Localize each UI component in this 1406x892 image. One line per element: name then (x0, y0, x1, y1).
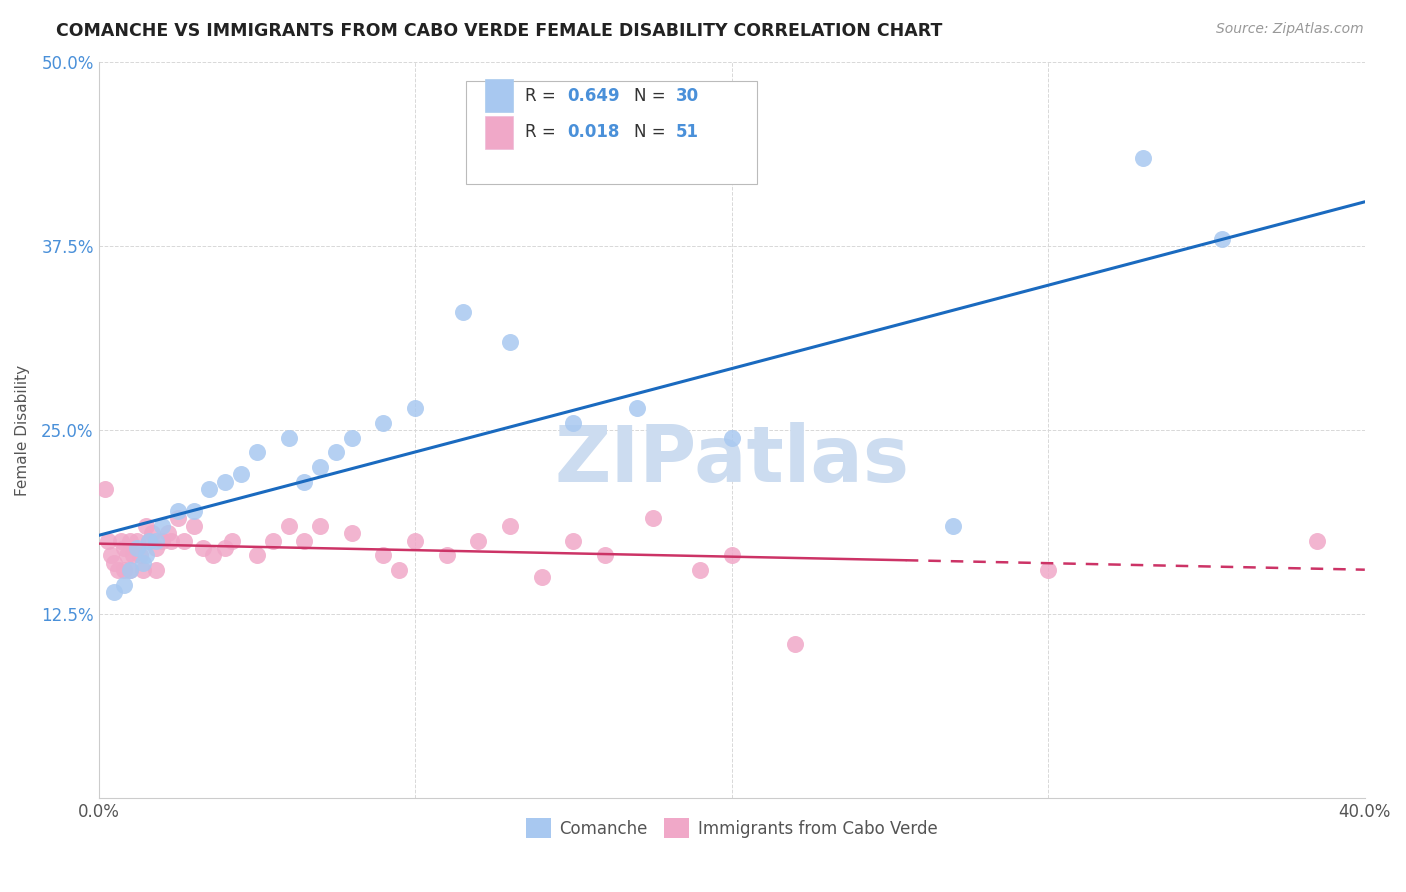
Point (499, 334, 522, 349)
Point (97, 533, 120, 548)
Point (150, 533, 173, 548)
Point (150, 518, 173, 533)
Point (214, 475, 236, 489)
Point (183, 504, 205, 518)
Legend: Comanche, Immigrants from Cabo Verde: Comanche, Immigrants from Cabo Verde (519, 812, 943, 845)
Point (112, 577, 135, 591)
Point (201, 548, 224, 562)
Point (1132, 151, 1154, 165)
Point (103, 556, 125, 570)
Point (626, 401, 648, 415)
FancyBboxPatch shape (465, 80, 756, 184)
Point (141, 526, 163, 541)
Point (138, 533, 160, 548)
Point (145, 563, 167, 577)
Point (112, 563, 135, 577)
Point (122, 548, 145, 562)
Point (132, 556, 155, 570)
Point (783, 637, 806, 651)
Point (120, 563, 142, 577)
Point (942, 518, 965, 533)
Point (309, 459, 332, 474)
Point (1211, 232, 1233, 246)
Point (125, 541, 148, 555)
Point (128, 548, 150, 562)
Text: 0.018: 0.018 (567, 123, 620, 142)
Point (94, 482, 117, 496)
Point (467, 533, 489, 548)
Text: N =: N = (634, 87, 671, 104)
Point (292, 475, 315, 489)
Point (120, 563, 142, 577)
Point (120, 533, 142, 548)
Point (593, 548, 616, 562)
Y-axis label: Female Disability: Female Disability (15, 365, 30, 496)
Point (135, 548, 157, 562)
Text: COMANCHE VS IMMIGRANTS FROM CABO VERDE FEMALE DISABILITY CORRELATION CHART: COMANCHE VS IMMIGRANTS FROM CABO VERDE F… (56, 22, 942, 40)
Point (641, 511, 664, 525)
Point (530, 570, 553, 584)
Point (145, 541, 167, 555)
Point (277, 518, 299, 533)
Text: 30: 30 (676, 87, 699, 104)
Point (157, 526, 180, 541)
Point (135, 518, 157, 533)
Point (373, 416, 395, 430)
Text: ZIPatlas: ZIPatlas (554, 422, 910, 498)
Point (112, 541, 135, 555)
Point (132, 563, 155, 577)
Point (246, 445, 269, 459)
Point (191, 541, 214, 555)
Point (214, 541, 236, 555)
Point (166, 504, 188, 518)
Point (125, 533, 148, 548)
Point (436, 548, 458, 562)
Point (404, 401, 426, 415)
Point (229, 467, 252, 482)
Point (404, 533, 426, 548)
Point (138, 533, 160, 548)
Point (262, 533, 284, 548)
Point (1038, 563, 1060, 577)
Point (562, 416, 585, 430)
Point (340, 526, 363, 541)
Point (145, 533, 167, 548)
Point (720, 430, 742, 444)
Point (292, 533, 315, 548)
Point (173, 533, 195, 548)
Point (689, 563, 711, 577)
Point (103, 585, 125, 599)
Text: R =: R = (526, 87, 561, 104)
Point (325, 445, 347, 459)
Text: 0.649: 0.649 (567, 87, 620, 104)
Point (373, 548, 395, 562)
Text: Source: ZipAtlas.com: Source: ZipAtlas.com (1216, 22, 1364, 37)
Text: 51: 51 (676, 123, 699, 142)
Text: R =: R = (526, 123, 561, 142)
Point (160, 533, 183, 548)
Point (277, 430, 299, 444)
FancyBboxPatch shape (485, 79, 513, 112)
Point (562, 533, 585, 548)
Point (198, 482, 221, 496)
Point (110, 533, 132, 548)
Point (388, 563, 411, 577)
Point (499, 518, 522, 533)
Point (100, 548, 122, 562)
Point (183, 518, 205, 533)
Point (340, 430, 363, 444)
Point (115, 548, 138, 562)
Point (451, 305, 474, 319)
Point (221, 533, 243, 548)
Text: N =: N = (634, 123, 671, 142)
FancyBboxPatch shape (485, 116, 513, 149)
Point (166, 511, 188, 525)
Point (246, 548, 269, 562)
Point (720, 548, 742, 562)
Point (309, 518, 332, 533)
Point (107, 563, 129, 577)
Point (1306, 533, 1329, 548)
